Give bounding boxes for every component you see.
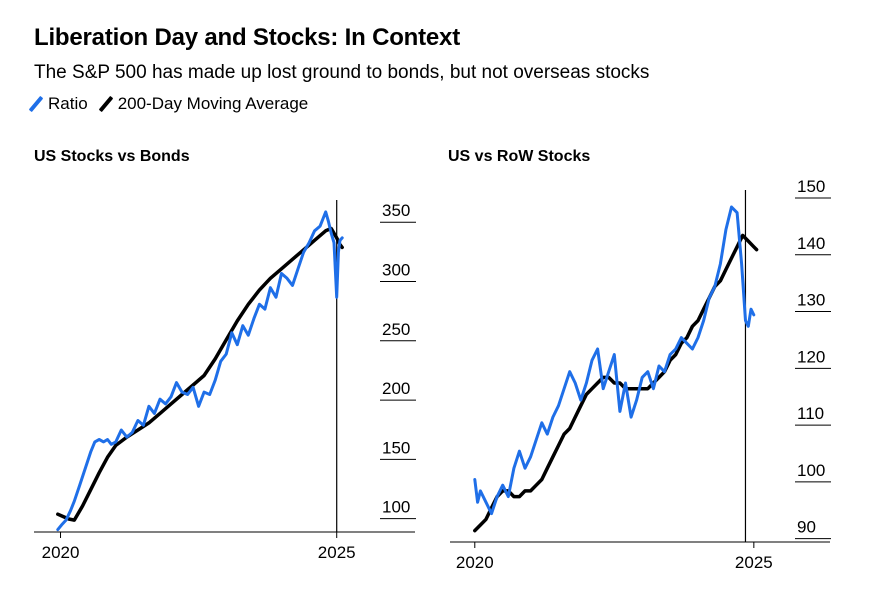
y-tick-label: 120 bbox=[797, 347, 825, 366]
y-tick-label: 140 bbox=[797, 234, 825, 253]
legend-item-average: 200-Day Moving Average bbox=[98, 94, 309, 114]
figure-subtitle: The S&P 500 has made up lost ground to b… bbox=[34, 62, 650, 83]
series-line-ratio bbox=[473, 205, 756, 516]
series-line-average bbox=[56, 226, 344, 522]
x-tick-label: 2020 bbox=[42, 543, 80, 562]
y-tick-label: 150 bbox=[382, 438, 410, 457]
y-tick-label: 200 bbox=[382, 379, 410, 398]
y-tick-label: 110 bbox=[797, 404, 824, 423]
y-tick-label: 90 bbox=[797, 518, 816, 537]
panel-us-vs-bonds: 100 150 200 250 300 350 2020 2025 bbox=[34, 200, 416, 562]
x-tick-label: 2020 bbox=[456, 553, 494, 572]
series-line-ratio bbox=[56, 210, 344, 532]
legend-item-ratio: Ratio bbox=[28, 94, 88, 114]
y-tick-label: 250 bbox=[382, 320, 410, 339]
y-tick-label: 100 bbox=[382, 498, 410, 517]
y-tick-label: 100 bbox=[797, 461, 825, 480]
y-tick-label: 150 bbox=[797, 177, 825, 196]
y-tick-label: 300 bbox=[382, 261, 410, 280]
legend-label-average: 200-Day Moving Average bbox=[117, 94, 309, 113]
y-tick-label: 350 bbox=[382, 201, 410, 220]
y-tick-label: 130 bbox=[797, 291, 825, 310]
legend: Ratio 200-Day Moving Average bbox=[28, 94, 324, 114]
legend-label-ratio: Ratio bbox=[48, 94, 88, 113]
panel-title-left: US Stocks vs Bonds bbox=[34, 148, 190, 165]
x-tick-label: 2025 bbox=[735, 553, 773, 572]
panel-title-right: US vs RoW Stocks bbox=[448, 148, 591, 165]
x-tick-label: 2025 bbox=[318, 543, 356, 562]
panel-us-vs-row: 90 100 110 120 130 140 150 2020 2025 bbox=[450, 177, 831, 572]
figure-title: Liberation Day and Stocks: In Context bbox=[34, 24, 460, 51]
